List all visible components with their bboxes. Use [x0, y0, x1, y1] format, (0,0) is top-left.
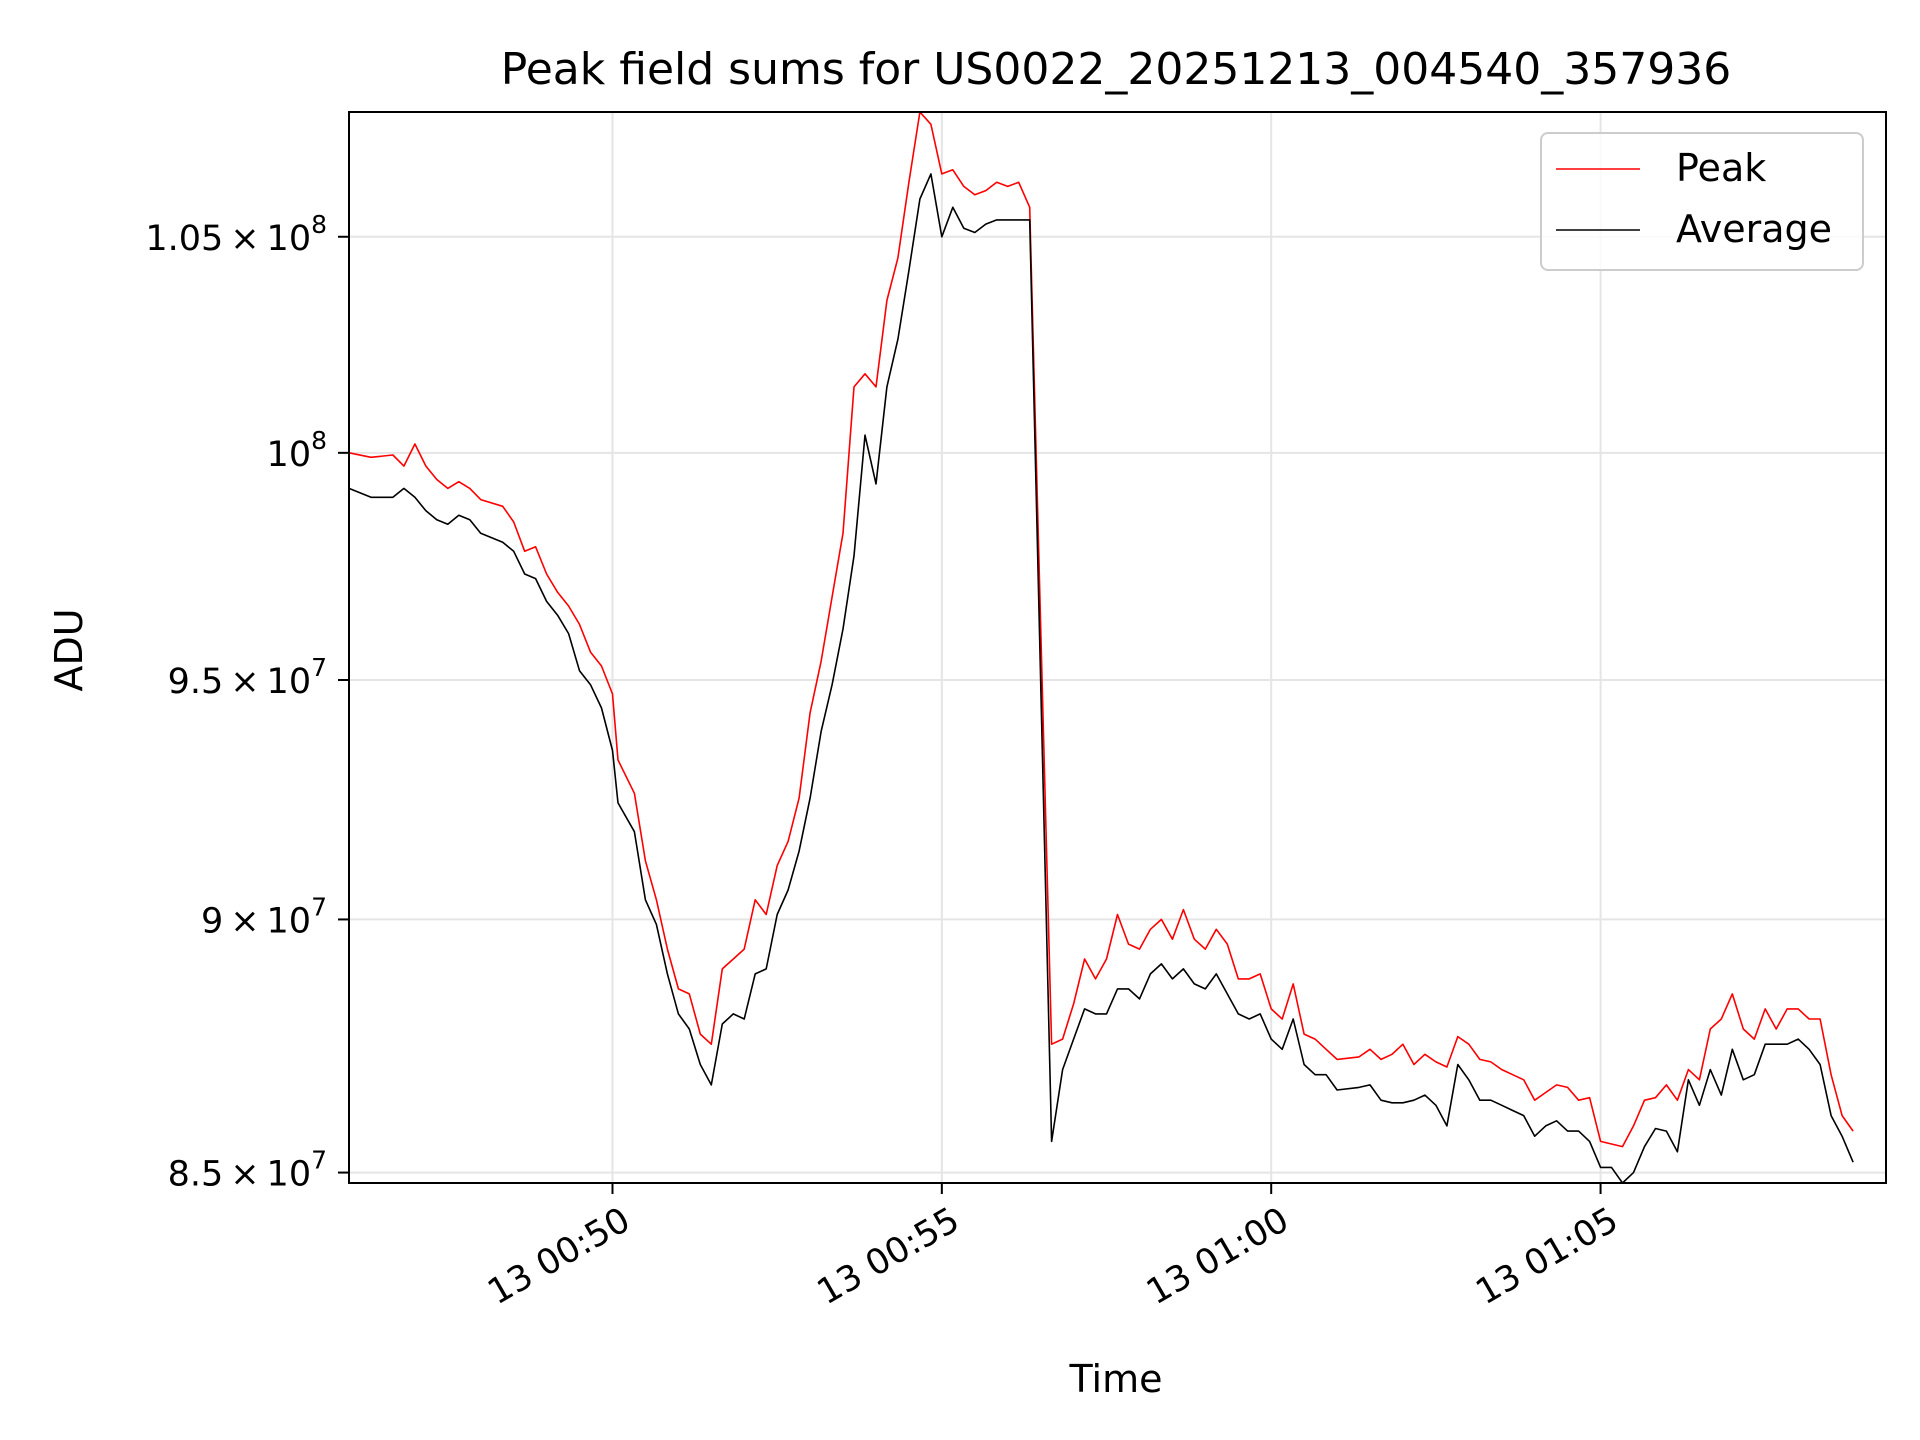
x-axis-label: Time [1069, 1357, 1163, 1401]
y-tick-label: 8.5 × 107 [168, 1146, 327, 1195]
y-tick-label: 1.05 × 108 [145, 210, 327, 259]
grid [349, 112, 1886, 1183]
series-layer [349, 112, 1854, 1183]
series-line-average [349, 173, 1854, 1183]
plot-frame [348, 111, 1887, 1184]
legend: Peak Average [1540, 132, 1864, 271]
y-tick-label: 108 [267, 426, 327, 475]
y-tick-label: 9 × 107 [201, 892, 327, 941]
series-line-peak [349, 112, 1854, 1148]
legend-box [1540, 132, 1864, 271]
legend-label-peak: Peak [1676, 146, 1766, 190]
y-axis-label: ADU [47, 608, 91, 691]
chart-title: Peak field sums for US0022_20251213_0045… [501, 44, 1731, 95]
legend-label-average: Average [1676, 207, 1832, 251]
y-tick-label: 9.5 × 107 [168, 653, 327, 702]
